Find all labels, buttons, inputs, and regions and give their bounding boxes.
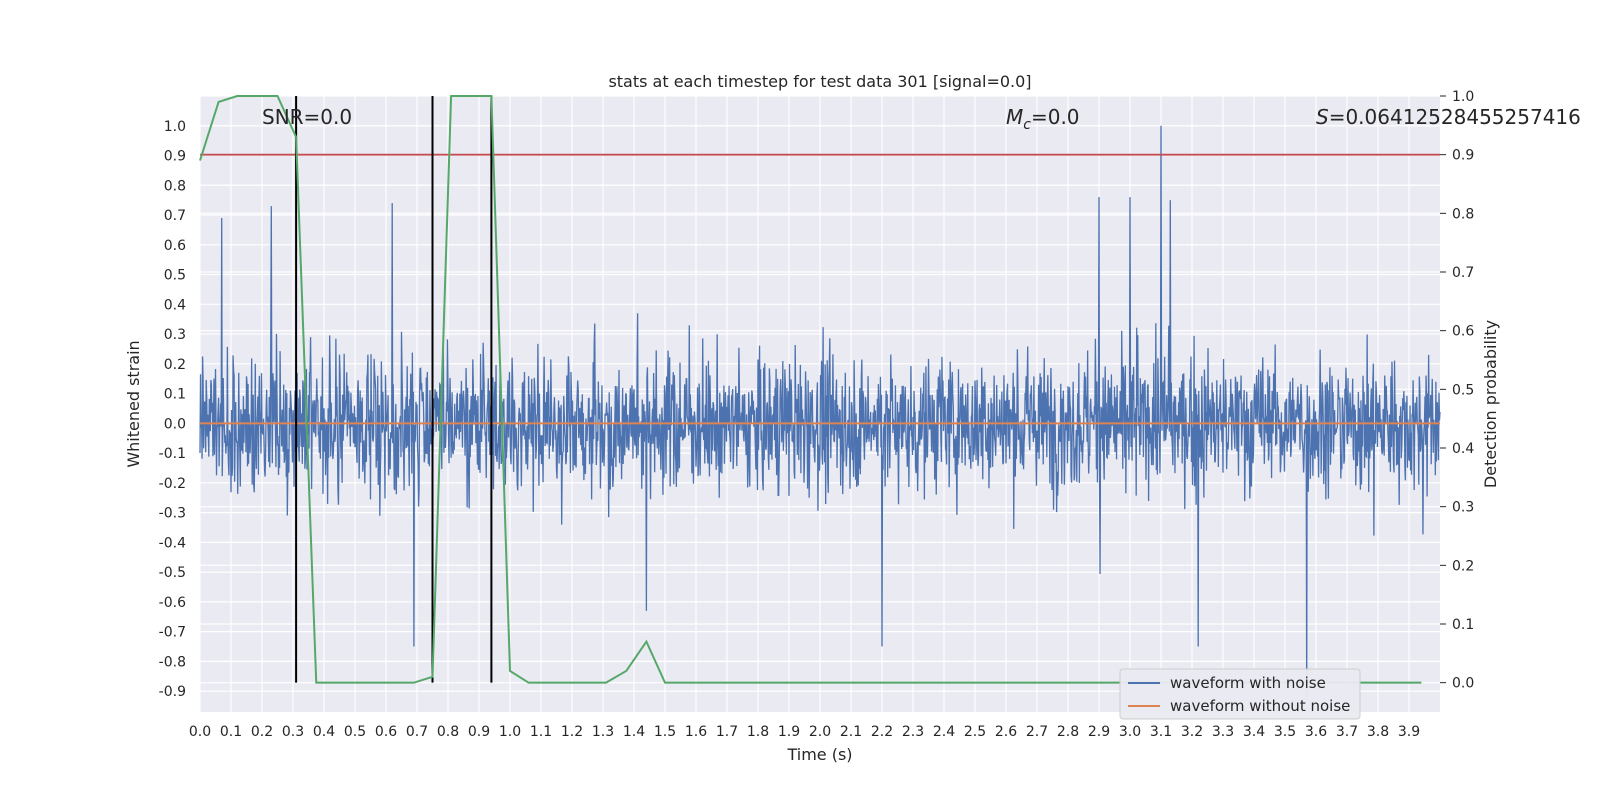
x-tick-label: 0.9 [468, 724, 490, 740]
x-tick-label: 0.1 [220, 724, 242, 740]
y2-tick-label: 0.1 [1452, 617, 1474, 633]
y-tick-label: -0.6 [159, 595, 186, 611]
x-tick-label: 0.4 [313, 724, 335, 740]
y-tick-label: -0.8 [159, 654, 186, 670]
x-tick-label: 3.0 [1119, 724, 1141, 740]
axes: 0.0 0.1 0.2 0.3 0.4 0.5 0.6 0.7 0.8 0.9 1.0 1.1 1.2 1… [159, 89, 1475, 740]
x-tick-label: 2.2 [871, 724, 893, 740]
x-tick-label: 1.6 [685, 724, 707, 740]
x-tick-label: 3.8 [1367, 724, 1389, 740]
x-tick-label: 3.7 [1336, 724, 1358, 740]
series-lines [199, 95, 1440, 684]
y-tick-label: 0.8 [164, 178, 186, 194]
x-tick-label: 0.7 [406, 724, 428, 740]
x-tick-label: 1.0 [499, 724, 521, 740]
y2-tick-label: 0.2 [1452, 558, 1474, 574]
y-axis-label: Whitened strain [124, 340, 143, 467]
y2-tick-label: 1.0 [1452, 89, 1474, 105]
x-tick-label: 3.9 [1398, 724, 1420, 740]
y-tick-label: -0.7 [159, 625, 186, 641]
y2-tick-label: 0.0 [1452, 676, 1474, 692]
y-tick-label: 0.2 [164, 357, 186, 373]
y-tick-label: -0.1 [159, 446, 186, 462]
x-tick-label: 2.6 [995, 724, 1017, 740]
x-tick-label: 1.3 [592, 724, 614, 740]
y-tick-label: 0.3 [164, 327, 186, 343]
y-tick-label: 0.0 [164, 416, 186, 432]
x-tick-label: 0.8 [437, 724, 459, 740]
x-tick-label: 0.2 [251, 724, 273, 740]
x-tick-label: 2.3 [902, 724, 924, 740]
y-tick-label: -0.5 [159, 565, 186, 581]
x-tick-label: 2.1 [840, 724, 862, 740]
y2-tick-label: 0.8 [1452, 206, 1474, 222]
x-tick-label: 3.2 [1181, 724, 1203, 740]
y2-tick-label: 0.7 [1452, 265, 1474, 281]
x-tick-label: 2.5 [964, 724, 986, 740]
x-tick-label: 1.5 [654, 724, 676, 740]
mc-annotation: Mc=0.0 [1006, 105, 1080, 133]
y-tick-label: 0.4 [164, 297, 186, 313]
x-tick-label: 3.6 [1305, 724, 1327, 740]
x-tick-label: 2.7 [1026, 724, 1048, 740]
x-tick-label: 2.8 [1057, 724, 1079, 740]
x-tick-label: 1.4 [623, 724, 645, 740]
y2-tick-label: 0.5 [1452, 382, 1474, 398]
legend: waveform with noise waveform without noi… [1119, 668, 1361, 720]
s-annotation-value: =0.06412528455257416 [1329, 105, 1581, 129]
mc-annotation-value: =0.0 [1031, 105, 1080, 129]
x-tick-label: 2.0 [809, 724, 831, 740]
x-axis-label: Time (s) [786, 745, 852, 764]
y2-tick-label: 0.9 [1452, 148, 1474, 164]
x-tick-label: 1.1 [530, 724, 552, 740]
legend-label-with-noise: waveform with noise [1170, 674, 1326, 692]
chart-title: stats at each timestep for test data 301… [608, 72, 1031, 91]
y2-tick-label: 0.4 [1452, 441, 1474, 457]
x-tick-label: 2.4 [933, 724, 955, 740]
x-tick-label: 3.4 [1243, 724, 1265, 740]
y-tick-label: 0.6 [164, 238, 186, 254]
y-tick-label: 0.5 [164, 268, 186, 284]
waveform-with-noise-series [199, 125, 1441, 698]
legend-box [1119, 668, 1361, 720]
x-tick-label: 3.1 [1150, 724, 1172, 740]
x-tick-label: 1.9 [778, 724, 800, 740]
detection-probability-line [199, 95, 1422, 684]
y-tick-label: -0.9 [159, 684, 186, 700]
y-tick-label: -0.2 [159, 476, 186, 492]
x-tick-label: 0.0 [189, 724, 211, 740]
waveform-with-noise-line [199, 125, 1441, 698]
x-tick-label: 3.5 [1274, 724, 1296, 740]
snr-annotation: SNR=0.0 [262, 105, 352, 129]
x-tick-label: 1.2 [561, 724, 583, 740]
x-tick-label: 0.6 [375, 724, 397, 740]
y-tick-label: -0.4 [159, 535, 186, 551]
y-tick-label: 0.9 [164, 149, 186, 165]
y2-tick-label: 0.6 [1452, 324, 1474, 340]
x-tick-label: 1.7 [716, 724, 738, 740]
y2-axis-label: Detection probability [1481, 320, 1500, 488]
y-tick-label: 0.7 [164, 208, 186, 224]
y-tick-label: -0.3 [159, 506, 186, 522]
x-tick-label: 3.3 [1212, 724, 1234, 740]
y-tick-label: 0.1 [164, 387, 186, 403]
x-tick-label: 0.3 [282, 724, 304, 740]
y-tick-label: 1.0 [164, 119, 186, 135]
x-tick-label: 1.8 [747, 724, 769, 740]
y2-tick-label: 0.3 [1452, 500, 1474, 516]
s-annotation: S=0.06412528455257416 [1316, 105, 1581, 129]
legend-label-without-noise: waveform without noise [1170, 697, 1350, 715]
x-tick-label: 0.5 [344, 724, 366, 740]
x-tick-label: 2.9 [1088, 724, 1110, 740]
